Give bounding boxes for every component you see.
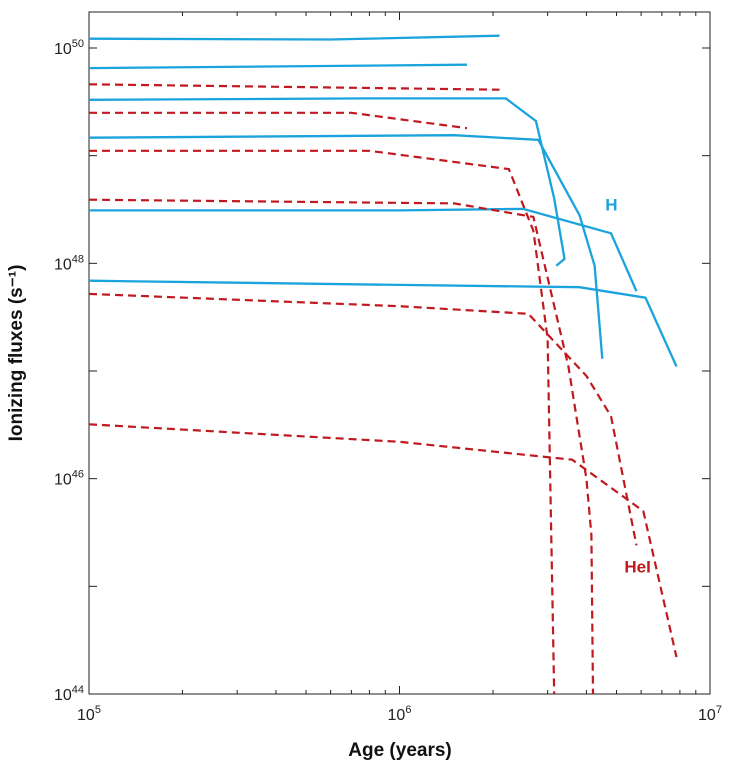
y-tick-label: 1044: [54, 684, 84, 704]
x-tick-label: 107: [698, 704, 722, 724]
hei-flux-line-9: [89, 149, 556, 695]
y-tick-label: 1046: [54, 469, 84, 489]
series-layer: [88, 34, 678, 695]
h-flux-line-6: [88, 279, 678, 367]
hei-series-label: HeI: [624, 557, 650, 576]
y-tick-label: 1050: [54, 38, 84, 58]
y-tick-label: 1048: [54, 253, 84, 273]
axis-ticks: [88, 12, 711, 695]
plot-area: [88, 11, 711, 695]
h-flux-line-2: [88, 63, 468, 70]
hei-flux-line-11: [88, 292, 638, 546]
x-tick-label: 105: [77, 704, 101, 724]
hei-flux-line-12: [88, 423, 678, 658]
h-flux-line-1: [88, 34, 500, 41]
hei-flux-line-8: [89, 111, 468, 130]
plot-frame: [88, 11, 711, 695]
x-axis-title: Age (years): [348, 740, 452, 761]
x-tick-label: 106: [388, 704, 412, 724]
hei-flux-line-10: [88, 198, 595, 695]
h-series-label: H: [605, 195, 617, 214]
h-flux-line-4: [88, 134, 604, 359]
h-flux-line-3: [88, 97, 566, 267]
h-flux-line-5: [89, 207, 638, 292]
tick-labels: 105 106 107 1044 1046 1048 1050: [54, 38, 722, 724]
y-axis-title: Ionizing fluxes (s⁻¹): [6, 265, 27, 442]
annotations: H HeI: [605, 195, 651, 576]
hei-flux-line-7: [88, 83, 500, 91]
